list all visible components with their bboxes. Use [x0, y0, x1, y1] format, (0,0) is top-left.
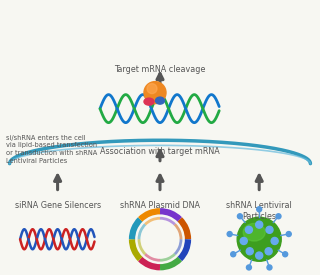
Ellipse shape [243, 224, 265, 241]
Circle shape [237, 217, 281, 261]
Text: shRNA Plasmid DNA: shRNA Plasmid DNA [120, 201, 200, 210]
Text: shRNA Lentiviral
Particles: shRNA Lentiviral Particles [226, 201, 292, 221]
Circle shape [266, 226, 273, 233]
Circle shape [276, 214, 281, 219]
Circle shape [286, 232, 291, 236]
Text: Target mRNA cleavage: Target mRNA cleavage [114, 65, 206, 74]
Ellipse shape [144, 98, 154, 105]
Circle shape [246, 265, 252, 270]
Circle shape [144, 82, 166, 104]
Circle shape [245, 226, 252, 233]
Circle shape [227, 232, 232, 236]
Circle shape [147, 84, 157, 94]
Circle shape [240, 237, 247, 244]
Circle shape [267, 265, 272, 270]
Circle shape [256, 252, 263, 259]
Circle shape [283, 252, 288, 257]
Circle shape [237, 214, 243, 219]
Ellipse shape [156, 97, 164, 104]
Circle shape [265, 248, 272, 255]
Text: siRNA Gene Silencers: siRNA Gene Silencers [14, 201, 101, 210]
Circle shape [246, 248, 253, 255]
Circle shape [257, 207, 262, 212]
Text: Association with target mRNA: Association with target mRNA [100, 147, 220, 156]
Circle shape [231, 252, 236, 257]
Circle shape [256, 221, 263, 228]
Circle shape [271, 237, 278, 244]
Text: si/shRNA enters the cell
via lipid-based transfection
or transduction with shRNA: si/shRNA enters the cell via lipid-based… [6, 135, 98, 164]
